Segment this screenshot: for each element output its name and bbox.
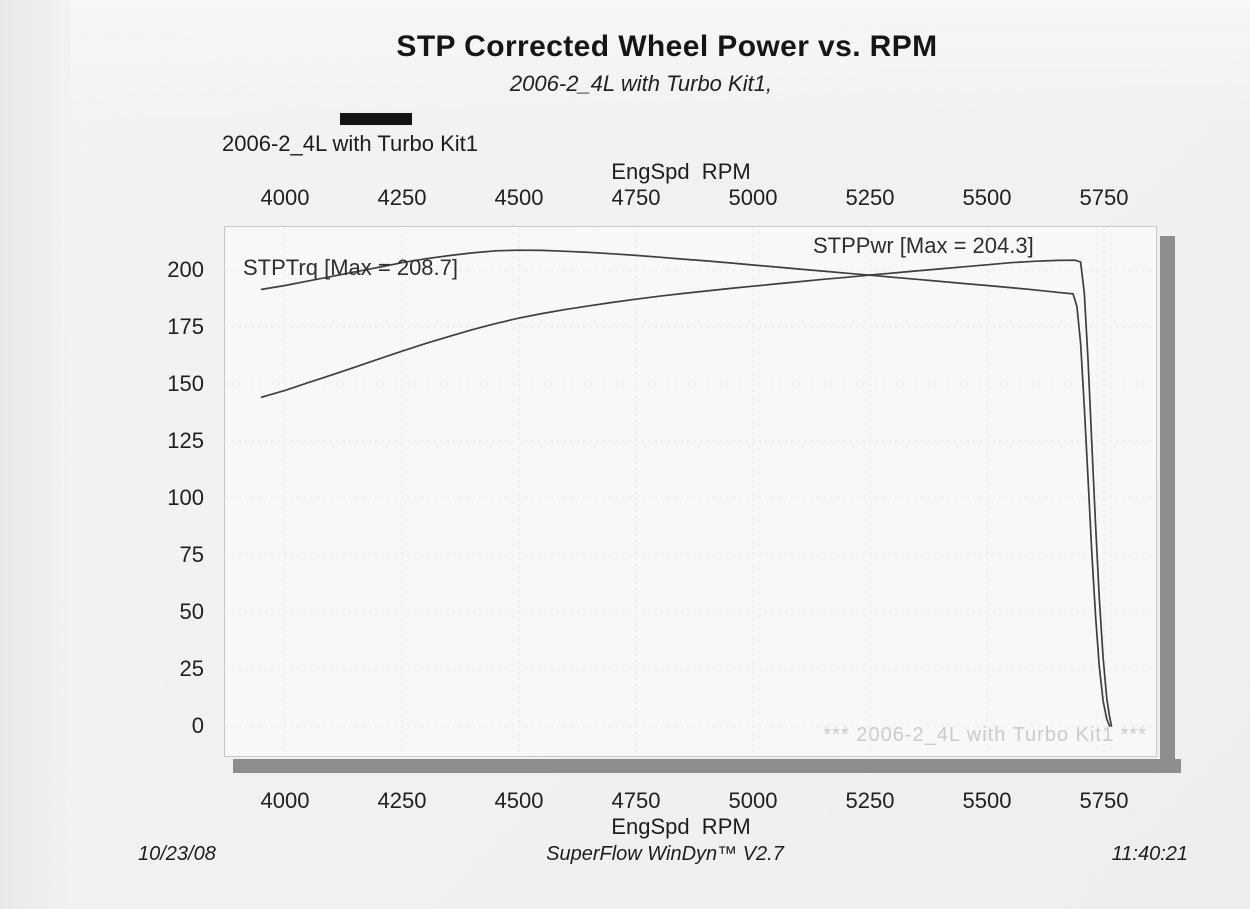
x-axis-label-top: EngSpd RPM: [611, 159, 751, 184]
torque-curve-label: STPTrq [Max = 208.7]: [243, 255, 458, 280]
x-tick-label: 4250: [377, 788, 427, 813]
x-tick-label: 5500: [962, 185, 1012, 210]
power-curve-label: STPPwr [Max = 204.3]: [813, 233, 1034, 258]
x-tick-label: 4500: [494, 788, 544, 813]
y-tick-label: 0: [191, 713, 204, 738]
x-tick-label: 4000: [260, 185, 310, 210]
plot-shadow-bottom: [233, 759, 1181, 773]
x-tick-label: 5000: [728, 185, 778, 210]
x-tick-label: 5250: [845, 185, 895, 210]
watermark-text: *** 2006-2_4L with Turbo Kit1 ***: [823, 724, 1147, 746]
y-tick-label: 25: [179, 656, 204, 681]
y-tick-label: 100: [167, 485, 204, 510]
plot-area: [224, 226, 1157, 757]
x-tick-label: 4750: [611, 788, 661, 813]
y-tick-label: 175: [167, 314, 204, 339]
legend-swatch: [340, 113, 412, 125]
y-tick-label: 125: [167, 428, 204, 453]
x-tick-label: 4000: [260, 788, 310, 813]
scan-top-shading: [70, 0, 1250, 120]
x-axis-label-bottom: EngSpd RPM: [611, 814, 751, 839]
x-tick-label: 4500: [494, 185, 544, 210]
x-tick-label: 5250: [845, 788, 895, 813]
page-title: STP Corrected Wheel Power vs. RPM: [396, 30, 938, 63]
x-tick-label: 5500: [962, 788, 1012, 813]
y-tick-label: 150: [167, 371, 204, 396]
legend-label: 2006-2_4L with Turbo Kit1: [222, 131, 479, 156]
page-subtitle: 2006-2_4L with Turbo Kit1,: [509, 71, 773, 96]
x-tick-label: 4250: [377, 185, 427, 210]
y-tick-label: 50: [179, 599, 204, 624]
x-tick-label: 5000: [728, 788, 778, 813]
x-tick-label: 5750: [1079, 788, 1129, 813]
y-tick-label: 75: [179, 542, 204, 567]
footer-time: 11:40:21: [1111, 843, 1188, 865]
scan-edge-shading: [0, 0, 72, 909]
x-tick-label: 4750: [611, 185, 661, 210]
plot-shadow-right: [1160, 236, 1175, 773]
x-tick-label: 5750: [1079, 185, 1129, 210]
footer-date: 10/23/08: [138, 843, 216, 865]
footer-app-name: SuperFlow WinDyn™ V2.7: [546, 843, 784, 865]
y-tick-label: 200: [167, 257, 204, 282]
